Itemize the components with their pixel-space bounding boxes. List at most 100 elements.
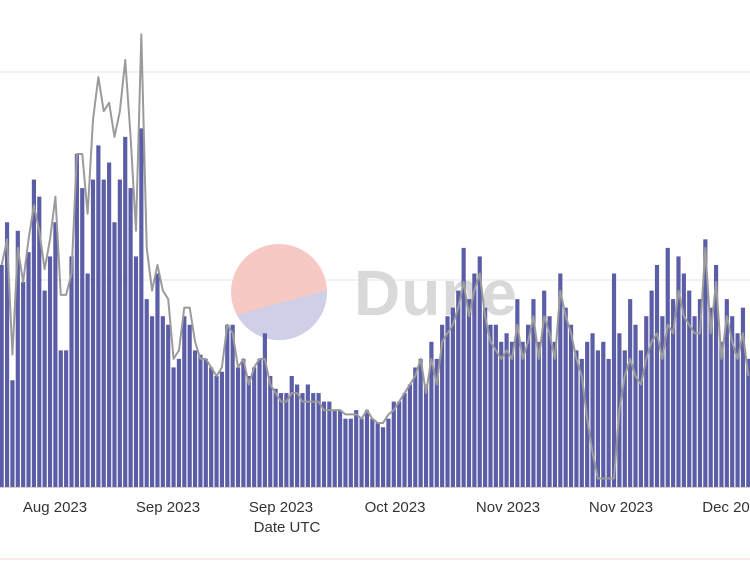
- bar: [90, 179, 96, 487]
- bar: [80, 188, 85, 487]
- dune-watermark: Dune: [231, 244, 517, 340]
- bar: [0, 264, 4, 487]
- bar: [101, 179, 106, 487]
- bar: [472, 273, 477, 487]
- bar: [671, 299, 676, 487]
- bar: [69, 256, 74, 487]
- bar: [477, 256, 482, 487]
- bar: [466, 299, 472, 487]
- bar: [644, 316, 649, 487]
- bar: [574, 350, 579, 487]
- bar: [64, 350, 69, 487]
- bar: [499, 341, 504, 487]
- bar: [171, 367, 176, 487]
- bar: [117, 179, 122, 487]
- bar: [252, 367, 257, 487]
- bar: [633, 324, 638, 487]
- bar: [327, 401, 332, 487]
- bar: [139, 128, 144, 487]
- x-axis: Aug 2023 Sep 2023 Sep 2023 Oct 2023 Nov 2023…: [0, 487, 750, 516]
- bar: [338, 410, 343, 487]
- bar: [133, 256, 139, 487]
- bar: [676, 256, 681, 487]
- bar: [155, 273, 160, 487]
- bar: [53, 222, 58, 487]
- bar: [26, 252, 31, 487]
- bar: [407, 384, 412, 487]
- bar: [354, 410, 359, 487]
- bar: [316, 393, 321, 487]
- bar: [380, 427, 386, 487]
- bar: [246, 375, 251, 487]
- bar: [31, 179, 36, 487]
- bar: [413, 367, 418, 487]
- bar: [456, 290, 461, 487]
- bar: [746, 358, 750, 487]
- bar: [638, 350, 643, 487]
- bar: [289, 375, 294, 487]
- bar: [509, 341, 515, 487]
- x-tick-label: Oct 2023: [365, 499, 426, 516]
- bar: [348, 418, 353, 487]
- bar: [735, 333, 740, 487]
- bar: [687, 290, 692, 487]
- bar: [107, 162, 112, 488]
- bar: [128, 188, 133, 487]
- bar: [590, 333, 595, 487]
- bar: [150, 316, 155, 487]
- bar: [579, 358, 584, 487]
- bar: [257, 358, 262, 487]
- bar: [166, 324, 171, 487]
- bar: [176, 358, 182, 487]
- bar: [660, 316, 665, 487]
- bar: [654, 264, 660, 487]
- x-tick-label: Nov 2023: [589, 499, 653, 516]
- bar: [665, 247, 670, 487]
- bar: [300, 393, 305, 487]
- bar: [493, 324, 498, 487]
- bar: [37, 196, 42, 487]
- bar: [719, 341, 724, 487]
- bar: [225, 324, 230, 487]
- bar: [375, 422, 380, 487]
- bar: [235, 367, 241, 487]
- bar: [273, 388, 278, 487]
- bar: [305, 384, 310, 487]
- bar: [4, 222, 10, 487]
- x-tick-label: Sep 2023: [136, 499, 200, 516]
- line-series: [0, 33, 750, 480]
- bar: [397, 401, 402, 487]
- bar: [681, 273, 686, 487]
- bar: [724, 299, 729, 487]
- bar: [445, 316, 450, 487]
- bar-series: [0, 128, 750, 488]
- bar: [628, 299, 633, 487]
- bar: [343, 418, 348, 487]
- bar: [187, 324, 192, 487]
- bar: [364, 410, 370, 487]
- bar: [730, 316, 735, 487]
- bar: [601, 341, 606, 487]
- bar: [15, 230, 20, 488]
- bar: [192, 350, 198, 487]
- bar: [429, 341, 434, 487]
- bar: [295, 384, 300, 487]
- bar: [85, 273, 90, 487]
- bar: [547, 316, 552, 487]
- bar: [703, 239, 708, 487]
- bar: [284, 393, 289, 487]
- bar: [714, 264, 719, 487]
- bar: [563, 307, 568, 487]
- bar: [536, 341, 541, 487]
- bar: [611, 273, 617, 487]
- bar: [112, 222, 117, 487]
- bar: [520, 341, 525, 487]
- bar: [552, 341, 558, 487]
- bar: [402, 393, 407, 487]
- bar: [488, 324, 493, 487]
- bar: [160, 316, 165, 487]
- bar: [230, 324, 235, 487]
- bar: [531, 299, 536, 487]
- bar: [526, 324, 531, 487]
- bar: [359, 418, 364, 487]
